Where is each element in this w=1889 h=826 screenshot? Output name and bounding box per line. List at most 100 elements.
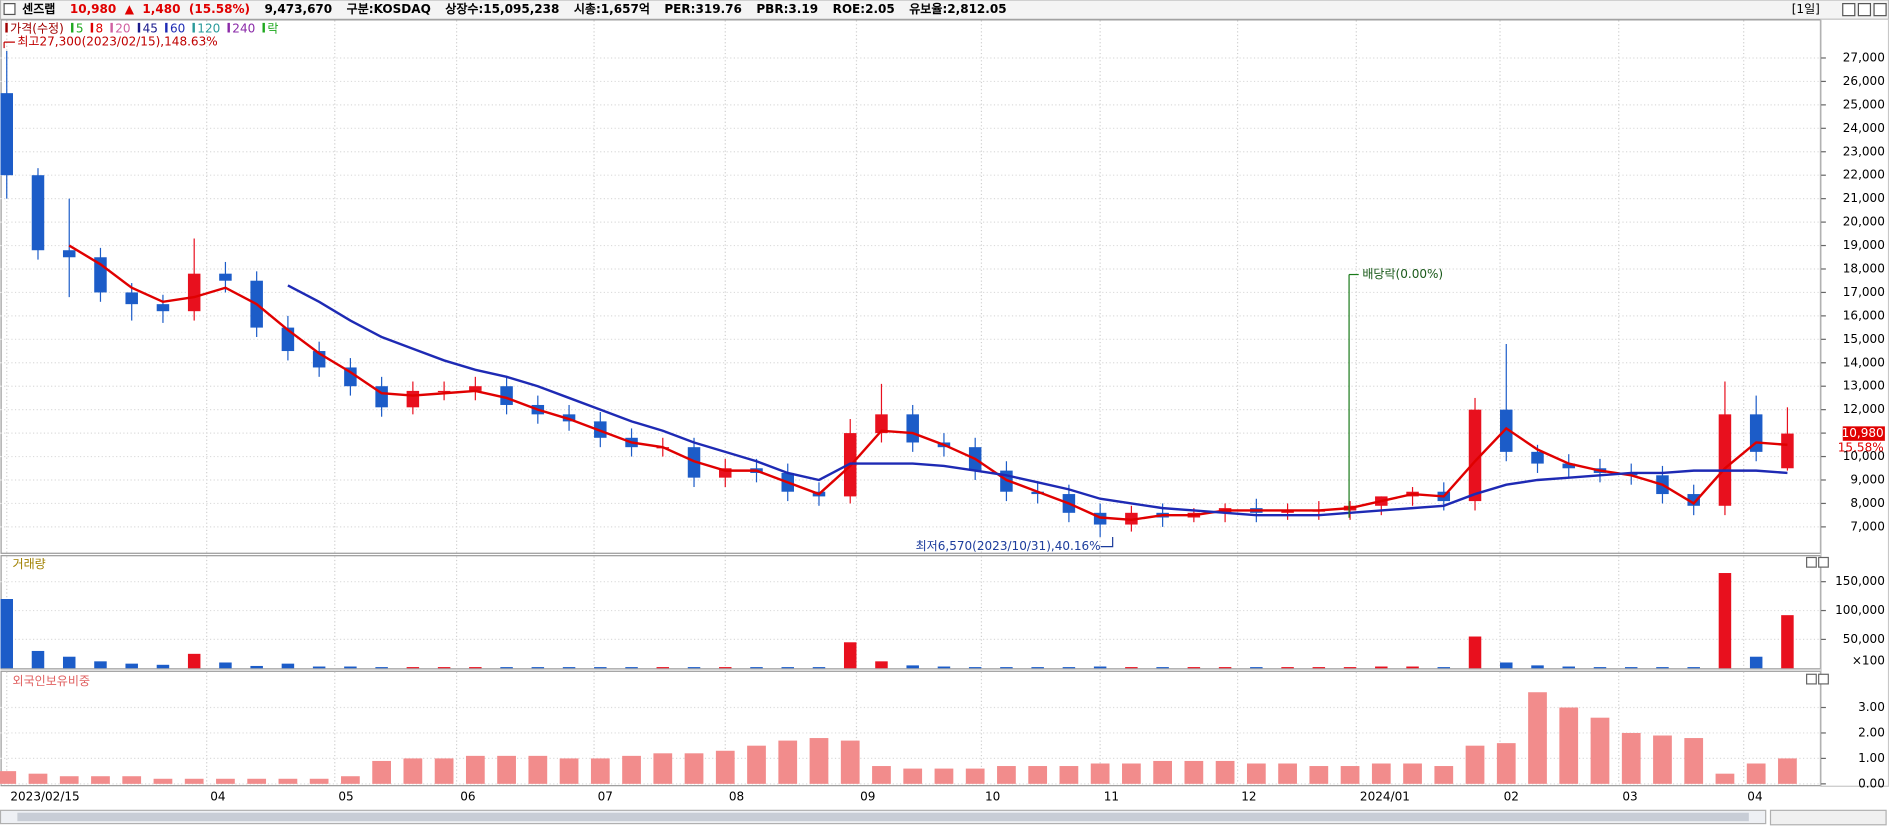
candle-body [406,390,420,408]
foreign-ratio-bar [216,778,235,784]
zoom-controls[interactable] [1769,809,1887,826]
y-tick-label: 20,000 [1843,215,1885,229]
foreign-ratio-bar [622,755,641,784]
volume-bar [250,665,263,669]
candle-body [31,175,45,251]
foreign-ratio-bar [934,768,954,784]
x-tick-label: 11 [1104,790,1119,804]
foreign-ratio-bar [590,758,610,784]
legend-swatch [262,22,265,33]
candle-body [437,390,451,393]
period-label[interactable]: [1일] [1792,2,1820,16]
volume-bar [1250,667,1263,669]
y-tick-label: 100,000 [1835,603,1885,617]
candle-body [344,367,357,387]
legend-entry: 120 [197,21,220,35]
foreign-ratio-bar [1309,766,1329,784]
y-tick-label: 3.00 [1858,700,1885,714]
foreign-ratio-bar [1715,773,1735,784]
volume-bar [1062,667,1076,669]
header-item: ▲ [125,2,135,16]
close-button[interactable] [1873,3,1887,17]
foreign-ratio-bar [1371,763,1391,784]
x-tick-label: 07 [598,790,613,804]
volume-bar [562,667,576,669]
candle-body [1531,451,1544,464]
foreign-ratio-bar [1653,735,1672,784]
volume-bar [406,667,420,669]
foreign-ratio-bar [184,778,204,784]
checkbox[interactable] [3,3,16,16]
y-tick-label: 25,000 [1843,97,1885,111]
y-tick-label: 2.00 [1858,725,1885,739]
foreign-ratio-bar [1403,763,1422,784]
volume-bar [875,661,888,669]
volume-bar [625,667,638,669]
volume-bar [312,666,326,669]
volume-bar [1437,667,1451,669]
x-tick-label: 04 [210,790,225,804]
header-item: 센즈랩 [22,1,55,16]
volume-bar [469,667,482,669]
candle-body [1687,494,1700,506]
minimize-button[interactable] [1842,3,1856,17]
foreign-ratio-bar [1746,763,1766,784]
volume-bar [219,662,232,669]
legend-entry: 5 [76,21,84,35]
y-tick-label: 18,000 [1843,261,1885,275]
panel-button[interactable] [1818,673,1829,685]
x-tick-label: 08 [729,790,744,804]
foreign-ratio-bar [684,753,704,784]
legend-entry: 240 [232,21,255,35]
foreign-ratio-bar [1028,766,1048,784]
volume-bar [344,666,357,669]
foreign-ratio-bar [278,778,298,784]
foreign-ratio-bar [1059,766,1079,784]
volume-bar [719,667,732,669]
volume-bar [1624,667,1638,669]
candle-body [469,386,482,391]
candle-body [906,414,919,443]
panel-button[interactable] [1806,556,1817,568]
x-tick-label: 04 [1747,790,1762,804]
candle-body [0,93,13,176]
unit-label: ×100 [1852,654,1885,668]
moving-average-line [287,284,1788,517]
y-tick-label: 27,000 [1843,50,1885,64]
legend-swatch [90,22,94,33]
candle-body [1718,414,1732,506]
foreign-ratio-bar [1621,732,1641,784]
high-arrow [3,41,15,49]
maximize-button[interactable] [1857,3,1872,17]
candle-body [156,304,170,312]
y-tick-label: 13,000 [1843,379,1885,393]
price-tag [1842,426,1885,441]
moving-average-line [68,244,1788,522]
volume-bar [1156,667,1169,669]
volume-bar [1656,667,1669,669]
header-item: 1,480 [142,2,180,16]
volume-bar [968,667,982,669]
foreign-ratio-bar [528,755,548,784]
volume-bar [1562,666,1575,669]
y-tick-label: 150,000 [1835,574,1885,588]
panel-button[interactable] [1806,673,1817,685]
y-tick-label: 50,000 [1843,632,1885,646]
foreign-ratio-bar [1090,763,1110,784]
foreign-ratio-bar [1559,707,1579,784]
y-tick-label: 23,000 [1843,144,1885,158]
candle-body [1500,409,1513,452]
x-tick-label: 12 [1241,790,1256,804]
foreign-ratio-bar [1684,738,1704,784]
foreign-ratio-bar [372,760,391,784]
x-tick-label: 2023/02/15 [10,790,79,804]
foreign-ratio-bar [1590,717,1610,784]
y-tick-label: 0.00 [1858,776,1885,790]
panel-button[interactable] [1818,556,1829,568]
scrollbar-thumb[interactable] [17,812,1749,822]
y-tick-label: 12,000 [1843,402,1885,416]
volume-bar [937,666,951,669]
foreign-ratio-bar [247,778,267,784]
foreign-ratio-bar [91,776,110,784]
